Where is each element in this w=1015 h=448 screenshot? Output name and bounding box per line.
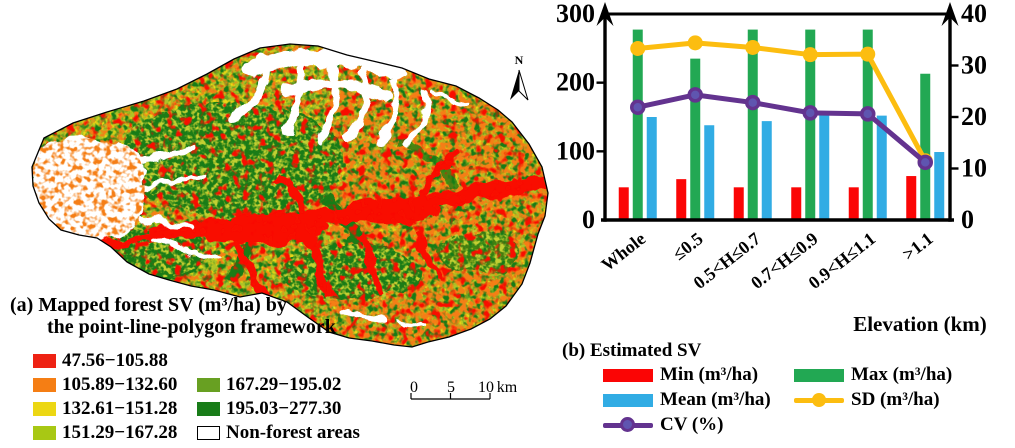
min-swatch <box>603 368 653 382</box>
bar-Max (m³/ha)-Whole <box>632 29 643 220</box>
legend-item-nonforest: Non-forest areas <box>197 422 360 444</box>
marker-SD (m³/ha)-0.7<H≤0.9 <box>802 47 818 63</box>
north-arrow: N <box>510 53 529 101</box>
panel-a-title-line1: (a) Mapped forest SV (m³/ha) by <box>10 294 287 316</box>
map-legend-row: 47.56−105.88 <box>33 349 360 373</box>
marker-CV (%)-0.5<H≤0.7 <box>745 94 761 111</box>
marker-CV (%)-≤0.5 <box>687 87 703 103</box>
bar-Max (m³/ha)-≤0.5 <box>690 58 701 221</box>
left-tick-label: 0 <box>582 205 595 234</box>
panel-a-title: (a) Mapped forest SV (m³/ha) by the poin… <box>10 294 336 338</box>
marker-SD (m³/ha)-0.9<H≤1.1 <box>860 46 876 62</box>
map-legend-row: 132.61−151.28 195.03−277.30 <box>33 397 360 421</box>
marker-CV (%)->1.1 <box>917 154 933 171</box>
bar-Max (m³/ha)-0.9<H≤1.1 <box>862 29 873 220</box>
mean-swatch <box>603 393 653 407</box>
scale-tick-label: 0 <box>410 379 418 396</box>
bar-Mean (m³/ha)->1.1 <box>934 152 945 220</box>
legend-item-min: Min (m³/ha) <box>603 364 794 385</box>
sd-marker-icon <box>812 393 826 407</box>
bar-Mean (m³/ha)-0.5<H≤0.7 <box>761 121 772 220</box>
legend-item-mean: Mean (m³/ha) <box>603 389 794 410</box>
class1-swatch <box>33 354 56 368</box>
legend-item-class1: 47.56−105.88 <box>33 350 197 372</box>
left-tick-label: 200 <box>556 68 595 97</box>
right-tick-label: 20 <box>961 102 987 131</box>
x-category-label: ≤0.5 <box>669 228 707 264</box>
x-axis-title: Elevation (km) <box>853 312 987 336</box>
chart-legend: Min (m³/ha) Max (m³/ha) Mean (m³/ha) SD … <box>603 364 952 435</box>
right-tick-label: 30 <box>961 51 987 80</box>
legend-item-class6: 195.03−277.30 <box>197 398 341 420</box>
cv-marker-icon <box>620 417 635 432</box>
bar-Mean (m³/ha)-Whole <box>646 117 657 220</box>
right-tick-label: 40 <box>961 0 987 28</box>
right-tick-label: 0 <box>961 205 974 234</box>
bar-Min (m³/ha)-0.7<H≤0.9 <box>791 187 802 220</box>
sd-line-swatch <box>794 392 844 408</box>
line-SD (m³/ha) <box>637 40 928 162</box>
forest-map: N 0 5 10 km <box>31 43 549 400</box>
marker-CV (%)-0.9<H≤1.1 <box>860 106 876 122</box>
legend-item-class3: 132.61−151.28 <box>33 398 197 420</box>
bar-Max (m³/ha)->1.1 <box>920 73 931 221</box>
x-category-label: >1.1 <box>899 228 937 264</box>
bar-Min (m³/ha)-0.5<H≤0.7 <box>733 187 744 220</box>
bar-Min (m³/ha)-0.9<H≤1.1 <box>848 187 859 220</box>
legend-item-cv: CV (%) <box>603 414 794 435</box>
legend-item-class2: 105.89−132.60 <box>33 374 197 396</box>
bar-Max (m³/ha)-0.5<H≤0.7 <box>747 29 758 220</box>
axis-arrow-icon <box>941 2 959 26</box>
bar-Min (m³/ha)->1.1 <box>906 176 917 220</box>
legend-item-max: Max (m³/ha) <box>794 364 952 385</box>
panel-a-title-line2: the point-line-polygon framework <box>47 316 336 338</box>
north-arrow-icon <box>510 70 519 100</box>
bar-Mean (m³/ha)-≤0.5 <box>704 125 715 220</box>
map-legend: 47.56−105.88 105.89−132.60 167.29−195.02… <box>33 349 360 445</box>
non-forest-area <box>32 48 537 329</box>
right-tick-label: 10 <box>961 154 987 183</box>
nonforest-swatch <box>197 426 220 440</box>
legend-item-sd: SD (m³/ha) <box>794 389 952 410</box>
line-CV (%) <box>637 92 927 165</box>
class6-swatch <box>197 402 220 416</box>
north-label: N <box>515 53 524 67</box>
bar-Mean (m³/ha)-0.7<H≤0.9 <box>819 114 830 220</box>
panel-b-caption: (b) Estimated SV <box>562 340 702 361</box>
bar-Min (m³/ha)-≤0.5 <box>676 179 687 220</box>
bar-Mean (m³/ha)-0.9<H≤1.1 <box>876 115 887 220</box>
map-legend-row: 151.29−167.28 Non-forest areas <box>33 421 360 445</box>
scale-bar-line <box>410 393 491 400</box>
class5-swatch <box>197 378 220 392</box>
marker-CV (%)-Whole <box>630 99 646 115</box>
bar-Min (m³/ha)-Whole <box>618 187 629 220</box>
class4-swatch <box>33 426 56 440</box>
class3-swatch <box>33 402 56 416</box>
axis-arrow-icon <box>596 2 614 26</box>
x-category-label: Whole <box>597 228 649 275</box>
bar-Max (m³/ha)-0.7<H≤0.9 <box>805 29 816 220</box>
north-arrow-icon <box>518 69 529 101</box>
legend-item-class5: 167.29−195.02 <box>197 374 341 396</box>
scale-tick-label: 5 <box>447 379 455 396</box>
scale-tick-label: 10 <box>478 379 494 396</box>
marker-SD (m³/ha)-≤0.5 <box>687 35 703 51</box>
marker-SD (m³/ha)-0.5<H≤0.7 <box>745 39 761 55</box>
marker-CV (%)-0.7<H≤0.9 <box>802 105 818 121</box>
left-tick-label: 300 <box>556 0 595 28</box>
class2-swatch <box>33 378 56 392</box>
scale-bar: 0 5 10 km <box>410 379 518 400</box>
marker-SD (m³/ha)-Whole <box>630 41 646 57</box>
scale-unit: km <box>497 379 518 396</box>
left-tick-label: 100 <box>556 136 595 165</box>
max-swatch <box>794 368 844 382</box>
map-legend-row: 105.89−132.60 167.29−195.02 <box>33 373 360 397</box>
cv-line-swatch <box>603 417 653 433</box>
legend-item-class4: 151.29−167.28 <box>33 422 197 444</box>
